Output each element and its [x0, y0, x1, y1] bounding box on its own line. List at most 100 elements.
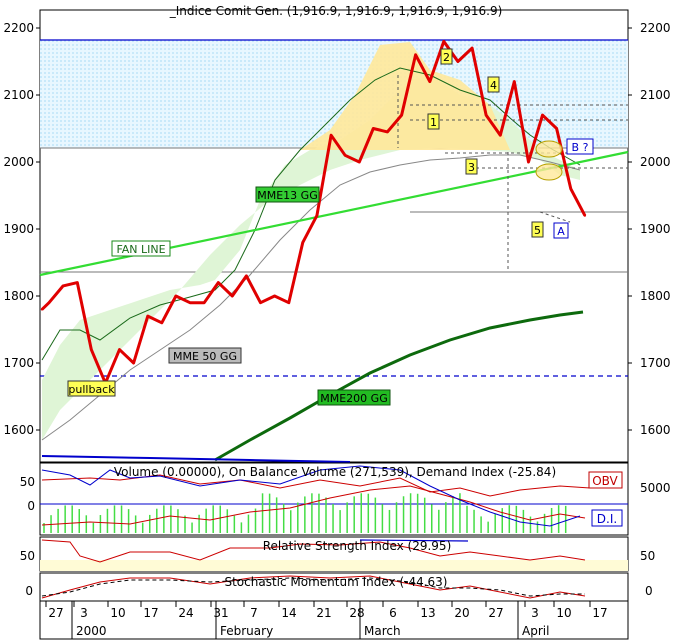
price-point — [428, 80, 431, 83]
y-tick-label-left: 1900 — [3, 222, 34, 236]
volume-ma-line — [41, 485, 586, 526]
x-axis: 27 3 10 17 24 31 7 14 21 28 6 13 20 27 3 10 17 2000 Februa… — [45, 601, 608, 639]
wave-b-label-box — [566, 138, 594, 155]
volume-tick-5000: 5000 — [640, 481, 671, 495]
x-day-label: 27 — [48, 606, 63, 620]
x-day-label: 6 — [389, 606, 397, 620]
mme200-label: MME200 GG — [320, 392, 387, 405]
mme13-label: MME13 GG — [257, 189, 317, 202]
x-day-label: 3 — [531, 606, 539, 620]
x-day-label: 31 — [213, 606, 228, 620]
di-legend: D.I. — [597, 512, 617, 526]
price-point — [541, 113, 544, 117]
fan-line-label-box — [111, 240, 171, 257]
price-point — [160, 321, 164, 324]
obv-legend-box — [588, 471, 623, 489]
price-point — [343, 154, 347, 157]
wave-a-label-box — [553, 222, 569, 239]
y-tick-label-right: 1900 — [640, 222, 671, 236]
mme50-label: MME 50 GG — [173, 350, 237, 363]
x-day-label: 20 — [454, 606, 469, 620]
price-point — [513, 80, 516, 83]
x-day-label: 27 — [488, 606, 503, 620]
x-month-label: April — [522, 624, 549, 638]
mme50-label-box — [168, 347, 242, 364]
dashed-guide — [539, 211, 571, 223]
price-point — [442, 40, 446, 43]
x-day-label: 17 — [143, 606, 158, 620]
x-axis-band — [39, 600, 629, 640]
y-tick-label-right: 2000 — [640, 155, 671, 169]
y-tick-label-right: 1600 — [640, 423, 671, 437]
x-day-label: 14 — [281, 606, 296, 620]
price-line — [40, 39, 587, 385]
wave-1-label: 1 — [430, 116, 437, 129]
rsi-tick-right: 50 — [640, 549, 655, 563]
x-month-label: 2000 — [76, 624, 107, 638]
y-tick-label-left: 2200 — [3, 21, 34, 35]
stochastic-line — [41, 575, 586, 599]
price-point — [484, 113, 488, 117]
price-point — [231, 294, 234, 298]
price-point — [329, 134, 333, 137]
price-point — [188, 301, 192, 304]
price-point — [245, 274, 248, 278]
mme50-line — [41, 154, 581, 441]
x-month-label: February — [220, 624, 273, 638]
x-month-label: March — [364, 624, 401, 638]
obv-legend: OBV — [592, 474, 618, 488]
stochastic-tick-left: 0 — [25, 584, 33, 598]
wave-a-label: A — [557, 225, 565, 238]
x-day-label: 28 — [349, 606, 364, 620]
wave-4-label: 4 — [490, 79, 497, 92]
base-line — [41, 455, 351, 463]
price-point — [569, 187, 572, 190]
price-point — [76, 281, 79, 284]
wave-2-label-box — [440, 48, 453, 65]
volume-tick-0: 0 — [27, 499, 35, 513]
volume-panel-title: Volume (0.00000), On Balance Volume (271… — [114, 465, 556, 479]
price-point — [217, 281, 220, 284]
price-point — [90, 348, 93, 351]
price-point — [40, 308, 44, 311]
stochastic-signal-line — [41, 577, 585, 597]
y-tick-label-right: 2200 — [640, 21, 671, 35]
y-tick-label-left: 1700 — [3, 356, 34, 370]
x-day-label: 17 — [592, 606, 607, 620]
price-point — [499, 134, 502, 137]
x-day-label: 3 — [80, 606, 88, 620]
price-point — [273, 294, 276, 298]
price-point — [146, 314, 149, 318]
x-day-label: 7 — [250, 606, 258, 620]
y-tick-label-left: 1800 — [3, 289, 34, 303]
price-point — [287, 301, 290, 304]
price-point — [456, 60, 460, 63]
price-point — [259, 301, 262, 304]
price-point — [315, 214, 319, 217]
y-tick-label-right: 2100 — [640, 88, 671, 102]
stochastic-title: Stochastic Momentum Index (-44.63) — [224, 575, 447, 589]
price-point — [358, 160, 361, 164]
price-point — [400, 113, 403, 117]
wave-3-label: 3 — [468, 161, 475, 174]
price-point — [414, 53, 417, 56]
highlight-ellipse — [535, 140, 563, 158]
wave-b-label: B ? — [572, 141, 589, 154]
price-point — [372, 127, 375, 130]
stochastic-layer — [41, 575, 586, 599]
pullback-label-box — [67, 380, 116, 397]
annotation-layer: FAN LINE MME13 GG MME 50 GG MME200 GG pullba… — [67, 48, 594, 406]
price-point — [202, 301, 206, 304]
price-point — [555, 127, 558, 130]
price-point — [583, 214, 587, 217]
y-axis-right: 1600 1700 1800 1900 2000 2100 2200 — [628, 21, 671, 437]
demand-index-line — [41, 465, 581, 527]
volume-tick-50: 50 — [20, 475, 35, 489]
rsi-title: Relative Strength Index (29.95) — [263, 539, 452, 553]
price-point — [527, 160, 530, 164]
y-tick-label-left: 2000 — [3, 155, 34, 169]
wave-3-label-box — [465, 158, 478, 175]
rsi-band — [40, 560, 628, 571]
price-point — [61, 284, 65, 288]
